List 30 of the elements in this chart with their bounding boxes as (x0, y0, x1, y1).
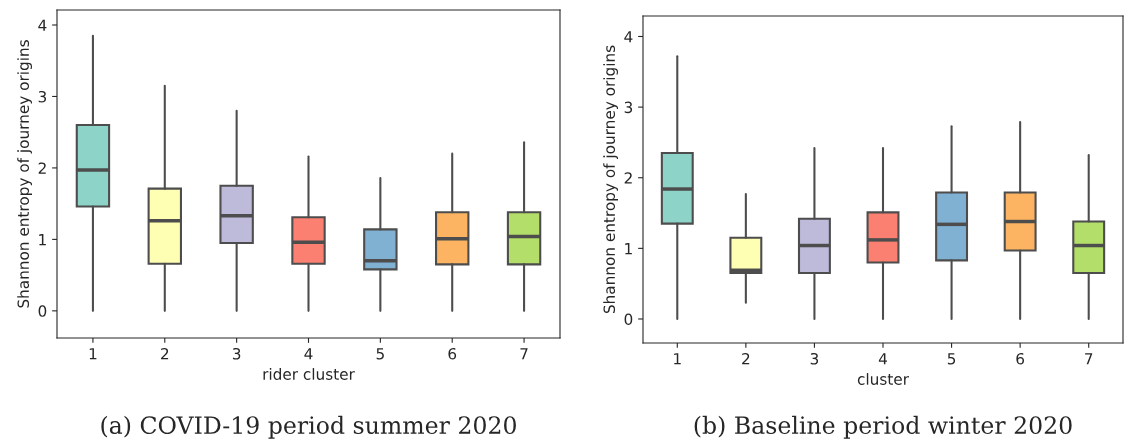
x-tick-label: 1 (674, 353, 681, 365)
x-tick-label: 3 (232, 347, 241, 360)
x-tick-label: 7 (1085, 353, 1093, 365)
y-tick-label: 0 (38, 305, 47, 317)
x-tick-label: 2 (742, 352, 750, 365)
y-tick-label: 1 (625, 243, 632, 255)
y-tick-label: 0 (624, 313, 633, 326)
x-tick-label: 4 (878, 353, 887, 365)
x-tick-label: 5 (947, 353, 956, 365)
y-tick-label: 2 (38, 162, 46, 174)
y-tick-label: 3 (624, 101, 633, 114)
text: (b) Baseline period winter 2020 (694, 415, 1072, 439)
x-tick-label: 2 (161, 347, 169, 360)
x-tick-label: 3 (810, 352, 819, 365)
x-tick-label: 5 (376, 348, 384, 360)
x-tick-label: 6 (448, 347, 457, 360)
x-tick-label: 1 (89, 348, 97, 360)
y-tick-label: 4 (38, 19, 47, 31)
x-axis-title: rider cluster (263, 368, 355, 380)
x-tick-label: 7 (520, 348, 528, 360)
y-axis-title: Shannon entropy of journey origins (17, 40, 32, 308)
text: (a) COVID-19 period summer 2020 (101, 415, 516, 439)
y-tick-label: 2 (624, 172, 632, 184)
x-axis-title: cluster (857, 373, 909, 385)
y-tick-label: 4 (624, 31, 633, 43)
y-axis-title: Shannon entropy of journey origins (603, 45, 618, 314)
y-tick-label: 1 (39, 234, 46, 246)
y-tick-label: 3 (38, 90, 47, 103)
x-tick-label: 6 (1016, 352, 1025, 365)
x-tick-label: 4 (304, 348, 313, 360)
